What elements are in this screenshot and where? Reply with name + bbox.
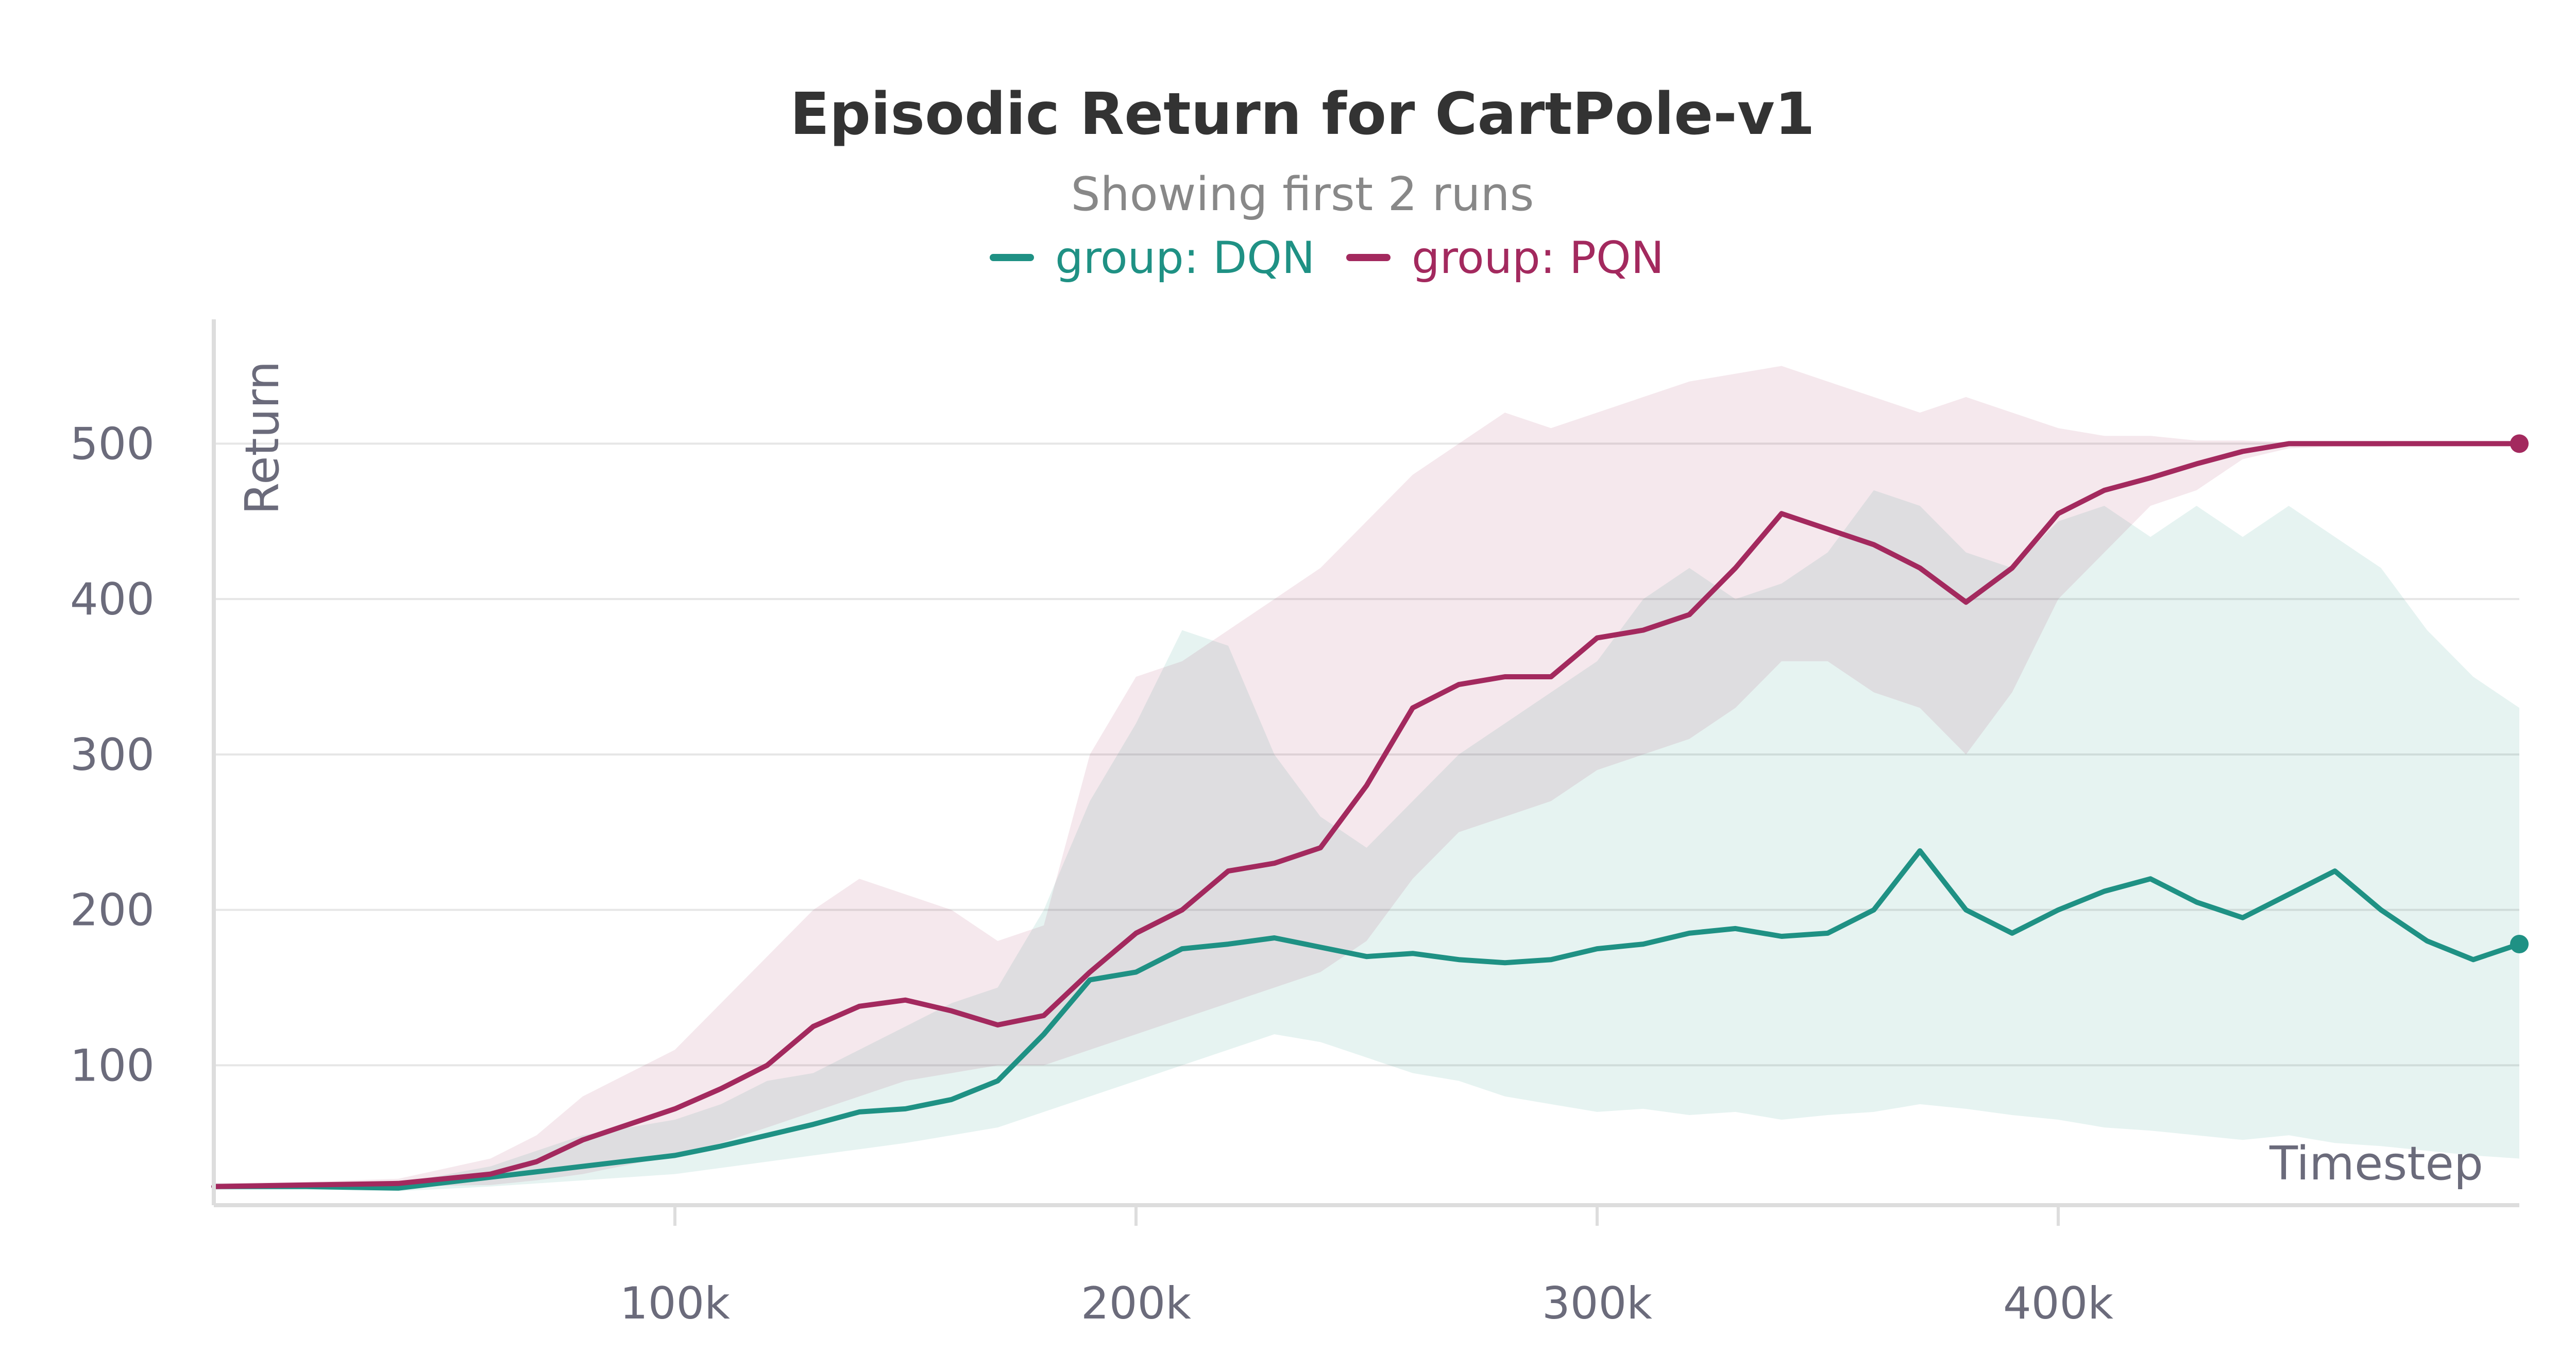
x-tick-label: 100k xyxy=(620,1278,730,1329)
series-endpoint-pqn xyxy=(2510,434,2529,453)
legend: group: DQN group: PQN xyxy=(990,232,1664,284)
axes: 100 200 300 400 500 100k 200k 300k 400k xyxy=(70,319,2519,1329)
band-dqn xyxy=(214,490,2519,1191)
legend-label-pqn: group: PQN xyxy=(1412,232,1664,284)
x-tick-label: 400k xyxy=(2003,1278,2113,1329)
confidence-bands xyxy=(214,366,2519,1191)
x-tick-label: 300k xyxy=(1542,1278,1652,1329)
x-axis-label: Timestep xyxy=(2269,1137,2483,1191)
y-tick-label: 200 xyxy=(70,885,155,936)
legend-label-dqn: group: DQN xyxy=(1055,232,1315,284)
band-pqn xyxy=(214,366,2519,1190)
x-tick-label: 200k xyxy=(1081,1278,1191,1329)
y-tick-label: 100 xyxy=(70,1040,155,1091)
series-endpoint-dqn xyxy=(2510,935,2529,954)
series-line-dqn xyxy=(211,848,2522,1191)
series-line-pqn xyxy=(211,441,2522,1189)
y-tick-label: 300 xyxy=(70,729,155,781)
chart-title: Episodic Return for CartPole-v1 xyxy=(790,81,1815,148)
series-lines xyxy=(211,434,2529,1191)
chart-subtitle: Showing first 2 runs xyxy=(1071,167,1534,221)
y-axis-label: Return xyxy=(235,361,290,515)
grid xyxy=(214,442,2519,1067)
y-tick-label: 500 xyxy=(70,418,155,470)
y-tick-label: 400 xyxy=(70,574,155,625)
